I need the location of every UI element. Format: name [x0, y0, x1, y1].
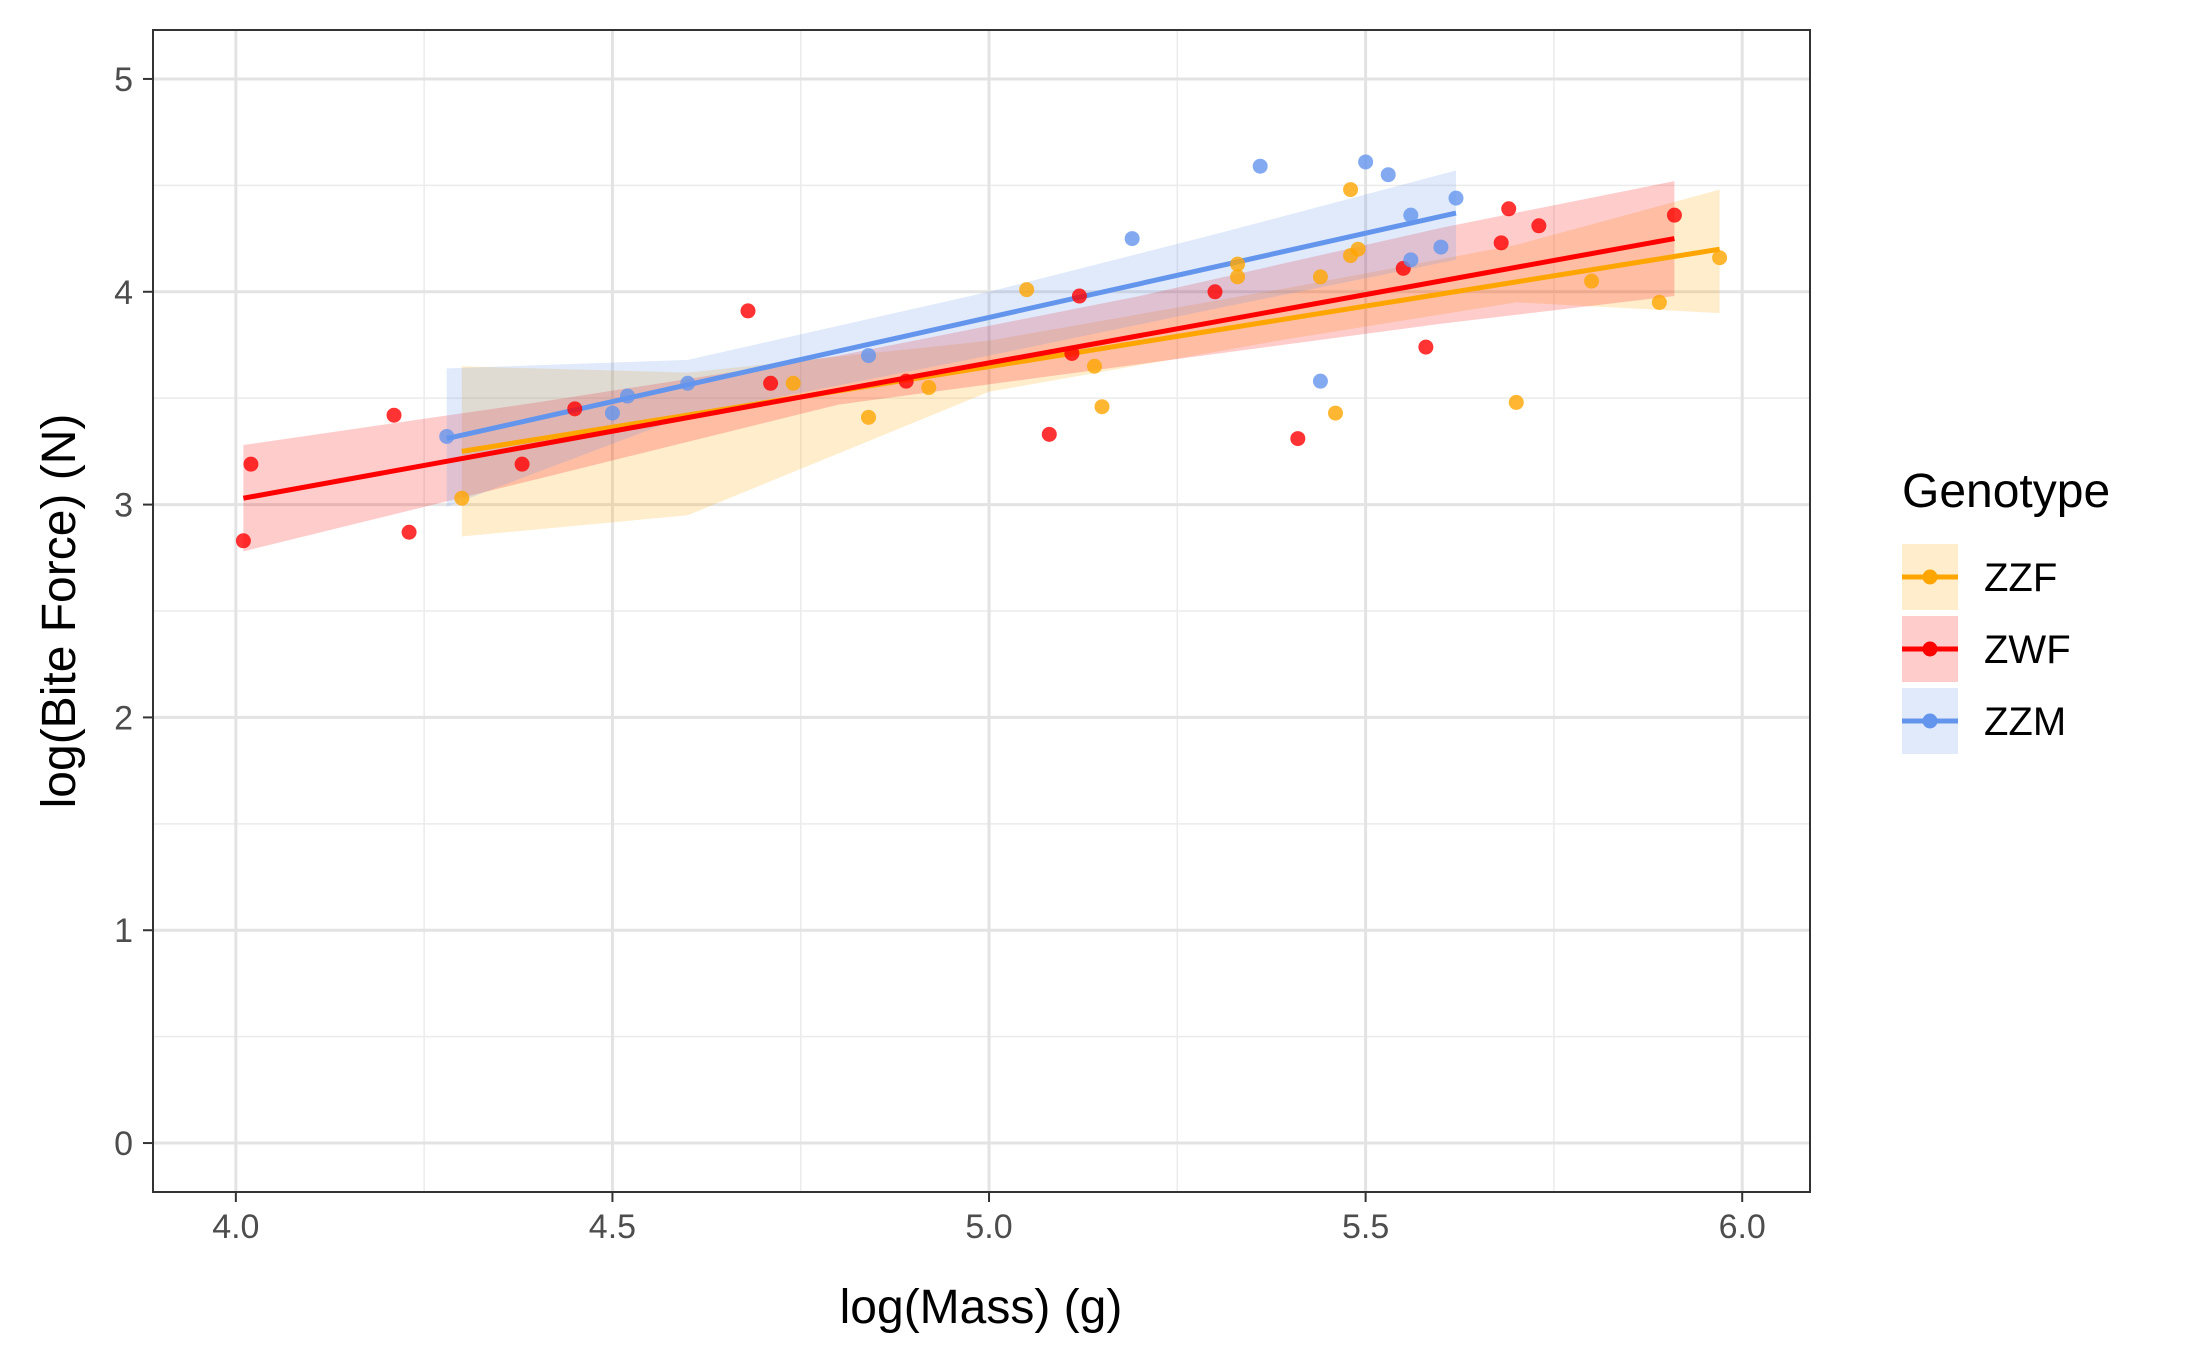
point-zzf — [1019, 282, 1035, 298]
legend-title: Genotype — [1902, 465, 2110, 518]
point-zzf — [1584, 273, 1600, 289]
point-zwf — [235, 533, 251, 549]
point-zzm — [439, 428, 455, 444]
x-axis-title: log(Mass) (g) — [840, 1281, 1123, 1334]
y-tick-label: 1 — [114, 912, 133, 950]
x-tick-label: 5.0 — [965, 1208, 1012, 1246]
point-zwf — [1071, 288, 1087, 304]
point-zzm — [1312, 373, 1328, 389]
point-zwf — [1666, 207, 1682, 223]
grid-minor — [153, 30, 1810, 1192]
point-zzm — [604, 405, 620, 421]
point-zzf — [1343, 182, 1359, 198]
point-zwf — [898, 373, 914, 389]
point-zzf — [1094, 399, 1110, 415]
x-tick-label: 4.5 — [589, 1208, 636, 1246]
point-zzf — [454, 490, 470, 506]
x-tick-label: 5.5 — [1342, 1208, 1389, 1246]
point-zzm — [1448, 190, 1464, 206]
point-zwf — [401, 524, 417, 540]
point-zzf — [1712, 250, 1728, 266]
point-zzm — [1358, 154, 1374, 170]
grid-major — [153, 30, 1810, 1192]
legend-item-zzm: ZZM — [1902, 688, 2066, 754]
point-zzm — [680, 375, 696, 391]
point-zwf — [1501, 201, 1517, 217]
fit-line-zzf — [461, 246, 1721, 454]
point-zzf — [1312, 269, 1328, 285]
ci-band-zzm — [446, 170, 1456, 507]
point-zzm — [1403, 207, 1419, 223]
point-zzm — [1124, 231, 1140, 247]
point-zzm — [1433, 239, 1449, 255]
point-zwf — [386, 407, 402, 423]
point-zzm — [620, 388, 636, 404]
legend: Genotype ZZF ZWF ZZM — [1902, 465, 2110, 754]
point-zzm — [861, 348, 877, 364]
panel-border — [152, 29, 1811, 1193]
point-zzf — [1350, 241, 1366, 257]
point-zzf — [861, 409, 877, 425]
legend-label: ZZM — [1984, 700, 2066, 744]
y-axis: 0 1 2 3 4 5 — [114, 61, 153, 1163]
point-zzf — [1230, 269, 1246, 285]
x-tick-label: 4.0 — [212, 1208, 259, 1246]
fit-line-zwf — [242, 236, 1675, 501]
legend-key-point — [1922, 713, 1938, 729]
y-tick-label: 5 — [114, 61, 133, 99]
point-zwf — [1418, 339, 1434, 355]
point-zwf — [567, 401, 583, 417]
point-zwf — [740, 303, 756, 319]
legend-key-point — [1922, 641, 1938, 657]
y-tick-label: 4 — [114, 274, 133, 312]
point-zzf — [1651, 294, 1667, 310]
point-zzf — [1327, 405, 1343, 421]
point-zwf — [1207, 284, 1223, 300]
legend-label: ZWF — [1984, 628, 2071, 672]
data-points — [235, 154, 1728, 549]
x-tick-label: 6.0 — [1719, 1208, 1766, 1246]
y-axis-title: log(Bite Force) (N) — [33, 414, 86, 809]
plot-panel — [152, 29, 1811, 1193]
fit-lines — [242, 210, 1721, 501]
y-tick-label: 2 — [114, 699, 133, 737]
legend-item-zwf: ZWF — [1902, 616, 2071, 682]
point-zzf — [1230, 256, 1246, 272]
point-zzf — [1508, 394, 1524, 410]
point-zwf — [514, 456, 530, 472]
y-tick-label: 3 — [114, 487, 133, 525]
point-zwf — [1290, 431, 1306, 447]
point-zzm — [1403, 252, 1419, 268]
point-zzm — [1252, 158, 1268, 174]
point-zwf — [1493, 235, 1509, 251]
y-tick-label: 0 — [114, 1125, 133, 1163]
legend-item-zzf: ZZF — [1902, 544, 2057, 610]
point-zzf — [921, 380, 937, 396]
fit-line-zzm — [446, 210, 1457, 442]
legend-label: ZZF — [1984, 556, 2057, 600]
point-zzf — [785, 375, 801, 391]
legend-keys: ZZF ZWF ZZM — [1902, 544, 2071, 754]
x-axis: 4.0 4.5 5.0 5.5 6.0 — [212, 1192, 1766, 1246]
point-zzm — [1380, 167, 1396, 183]
legend-key-point — [1922, 569, 1938, 585]
point-zzf — [1086, 358, 1102, 374]
point-zwf — [1531, 218, 1547, 234]
point-zwf — [763, 375, 779, 391]
point-zwf — [243, 456, 259, 472]
point-zwf — [1041, 426, 1057, 442]
point-zwf — [1064, 345, 1080, 361]
